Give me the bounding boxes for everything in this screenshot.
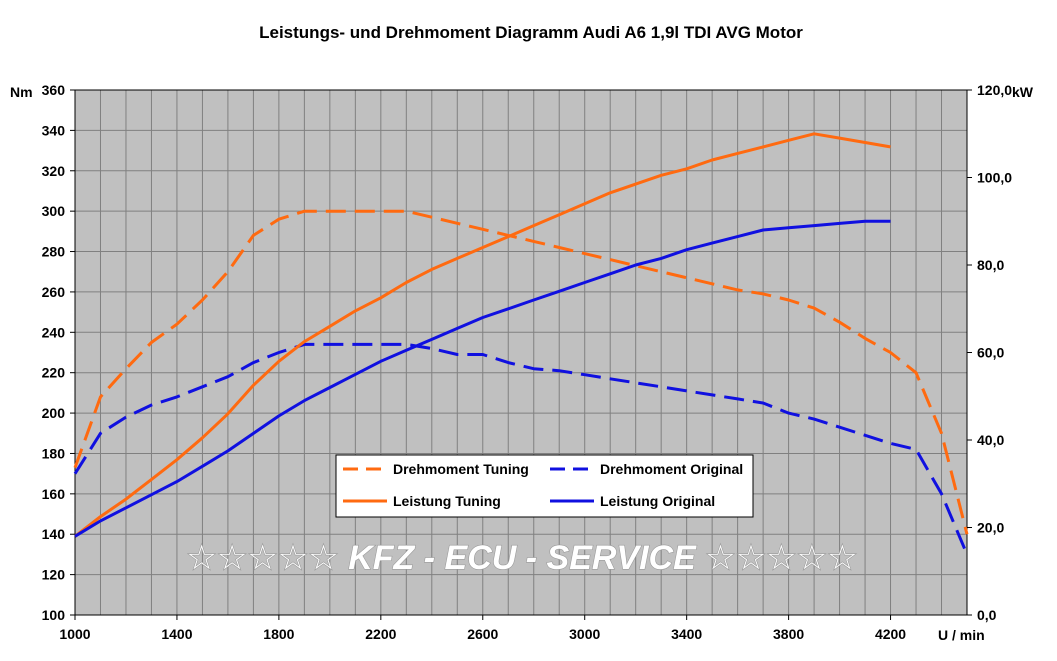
y-left-tick-label: 200	[42, 405, 66, 421]
y-right-tick-label: 40,0	[977, 432, 1004, 448]
plot-area	[75, 90, 967, 615]
x-axis-ticks: 1000 1400 1800 2200 2600 3000 3400 3800 4200	[59, 615, 906, 642]
series-line-leistung-original	[74, 219, 891, 538]
x-axis-label: U / min	[938, 627, 985, 643]
series-lines	[73, 132, 969, 555]
y-right-axis-ticks: 0,0 20,0 40,0 60,0 80,0 100,0 120,0	[967, 82, 1012, 623]
series-line-drehmoment-tuning	[73, 209, 969, 535]
watermark: ☆☆☆☆☆ KFZ - ECU - SERVICE ☆☆☆☆☆	[186, 539, 857, 577]
legend-box	[335, 454, 754, 518]
y-left-axis-ticks: 100 120 140 160 180 200 220 240 260 280 300 320 340 3…	[42, 82, 75, 623]
x-tick-label: 3800	[773, 626, 804, 642]
y-left-tick-label: 140	[42, 526, 66, 542]
x-tick-label: 4200	[875, 626, 906, 642]
y-left-tick-label: 280	[42, 244, 66, 260]
legend-label: Leistung Original	[600, 493, 715, 509]
legend-label: Drehmoment Original	[600, 461, 743, 477]
y-left-tick-label: 160	[42, 486, 66, 502]
series-line-drehmoment-original	[73, 342, 969, 555]
y-right-tick-label: 20,0	[977, 520, 1004, 536]
legend: Drehmoment Tuning Drehmoment Original Leis…	[335, 454, 754, 518]
y-left-tick-label: 320	[42, 163, 66, 179]
y-right-tick-label: 100,0	[977, 170, 1012, 186]
y-left-tick-label: 260	[42, 284, 66, 300]
series-line-leistung-tuning	[74, 132, 891, 538]
legend-label: Leistung Tuning	[393, 493, 501, 509]
y-left-tick-label: 340	[42, 122, 66, 138]
y-left-tick-label: 220	[42, 365, 66, 381]
y-right-tick-label: 120,0	[977, 82, 1012, 98]
y-left-tick-label: 240	[42, 324, 66, 340]
y-left-axis-label: Nm	[10, 84, 33, 100]
y-left-tick-label: 180	[42, 445, 66, 461]
y-right-tick-label: 0,0	[977, 607, 997, 623]
y-left-tick-label: 360	[42, 82, 66, 98]
y-left-tick-label: 300	[42, 203, 66, 219]
x-tick-label: 2200	[365, 626, 396, 642]
x-tick-label: 1800	[263, 626, 294, 642]
y-right-tick-label: 60,0	[977, 345, 1004, 361]
grid-lines	[75, 90, 967, 615]
y-left-tick-label: 120	[42, 567, 66, 583]
x-tick-label: 2600	[467, 626, 498, 642]
legend-label: Drehmoment Tuning	[393, 461, 529, 477]
y-right-tick-label: 80,0	[977, 257, 1004, 273]
x-tick-label: 3400	[671, 626, 702, 642]
x-tick-label: 3000	[569, 626, 600, 642]
y-right-axis-label: kW	[1012, 84, 1034, 100]
x-tick-label: 1000	[59, 626, 90, 642]
chart-title: Leistungs- und Drehmoment Diagramm Audi …	[259, 23, 803, 42]
y-left-tick-label: 100	[42, 607, 66, 623]
x-tick-label: 1400	[161, 626, 192, 642]
